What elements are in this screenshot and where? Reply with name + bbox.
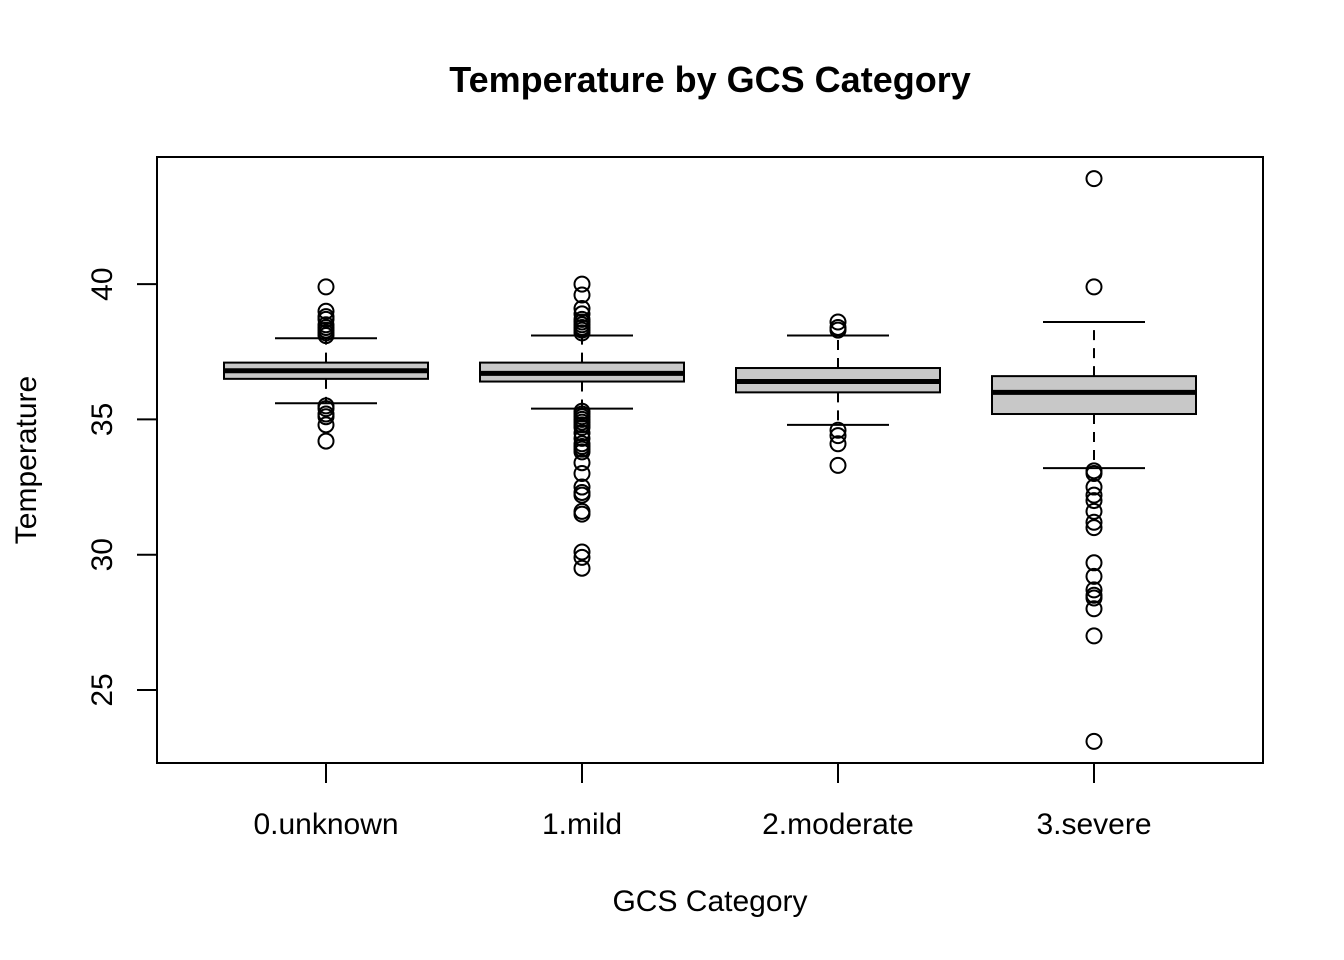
outlier-point [573,548,591,566]
outlier-point [829,456,847,474]
outlier-point [1085,600,1103,618]
outlier-point [573,324,591,342]
plot-frame [156,156,1264,764]
outlier-point [1085,581,1103,599]
outlier-point [1085,732,1103,750]
outlier-point [1085,502,1103,520]
outlier-point [573,454,591,472]
y-tick-label: 30 [86,538,119,571]
x-axis: 0.unknown 1.mild 2.moderate 3.severe [253,762,1152,841]
box-group-1.mild [479,275,685,577]
outlier-point [317,408,335,426]
outlier-point [573,465,591,483]
outlier-point [829,427,847,445]
outlier-point [317,278,335,296]
outlier-point [1085,278,1103,296]
outlier-point [573,429,591,447]
outlier-point [1085,478,1103,496]
y-axis-label: Temperature [10,376,43,544]
outlier-point [573,443,591,461]
outlier-point [1085,486,1103,504]
box-iqr [991,375,1197,416]
outlier-point [1085,627,1103,645]
y-axis: 25 30 35 40 [86,267,158,707]
outlier-point [573,478,591,496]
x-tick-label: 2.moderate [762,808,914,841]
outlier-point [317,310,335,328]
outlier-point [1085,513,1103,531]
box-group-3.severe [991,170,1197,750]
outlier-point [1085,492,1103,510]
outlier-point [317,327,335,345]
outlier-point [573,486,591,504]
outlier-point [829,435,847,453]
outlier-point [1085,170,1103,188]
outlier-point [829,321,847,339]
outlier-point [573,275,591,293]
box-group-0.unknown [223,278,429,450]
x-axis-label: GCS Category [612,885,807,918]
boxes-layer [223,170,1197,750]
outlier-point [317,416,335,434]
outlier-point [573,424,591,442]
outlier-point [317,432,335,450]
outlier-point [1085,465,1103,483]
outlier-point [829,421,847,439]
outlier-point [573,543,591,561]
box-group-2.moderate [735,313,941,474]
outlier-point [1085,589,1103,607]
x-tick-label: 3.severe [1036,808,1151,841]
outlier-point [573,300,591,317]
x-tick-label: 0.unknown [253,808,398,841]
outlier-point [1085,519,1103,537]
outlier-point [1085,567,1103,585]
y-tick-label: 40 [86,267,119,300]
outlier-point [573,286,591,304]
outlier-point [573,559,591,577]
outlier-point [317,302,335,320]
outlier-point [573,419,591,437]
y-tick-label: 35 [86,403,119,436]
y-tick-label: 25 [86,673,119,706]
outlier-point [573,305,591,323]
x-tick-label: 1.mild [542,808,622,841]
outlier-point [829,313,847,331]
outlier-point [1085,554,1103,572]
outlier-point [573,505,591,523]
chart-title: Temperature by GCS Category [449,59,970,100]
outlier-point [317,400,335,418]
